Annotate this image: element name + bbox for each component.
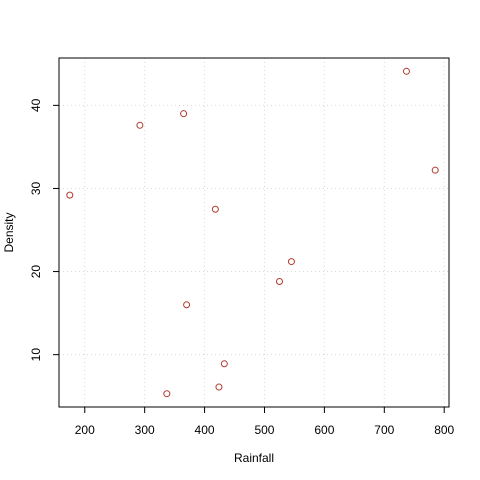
x-tick-label: 200 bbox=[75, 423, 95, 437]
y-tick-label: 30 bbox=[29, 181, 43, 195]
y-axis: 10 20 30 40 bbox=[29, 98, 60, 362]
x-tick-label: 300 bbox=[135, 423, 155, 437]
x-tick-label: 800 bbox=[434, 423, 454, 437]
y-tick-label: 20 bbox=[29, 265, 43, 279]
data-point bbox=[136, 121, 144, 129]
grid-lines bbox=[59, 58, 449, 407]
data-point bbox=[287, 258, 295, 266]
x-tick-label: 400 bbox=[195, 423, 215, 437]
data-point bbox=[431, 166, 439, 174]
data-point bbox=[180, 110, 188, 118]
x-axis: 200 300 400 500 600 700 800 bbox=[75, 406, 455, 437]
plot-area bbox=[58, 57, 450, 408]
data-point bbox=[402, 67, 410, 75]
data-point bbox=[215, 383, 223, 391]
x-axis-title: Rainfall bbox=[234, 451, 274, 465]
y-axis-title: Density bbox=[2, 212, 16, 252]
data-point bbox=[275, 278, 283, 286]
y-tick-label: 10 bbox=[29, 348, 43, 362]
x-tick-label: 600 bbox=[314, 423, 334, 437]
data-point bbox=[66, 191, 74, 199]
data-point bbox=[220, 360, 228, 368]
y-tick-label: 40 bbox=[29, 98, 43, 112]
x-tick-label: 500 bbox=[254, 423, 274, 437]
data-points bbox=[66, 67, 439, 398]
x-tick-label: 700 bbox=[374, 423, 394, 437]
data-point bbox=[211, 205, 219, 213]
data-point bbox=[163, 390, 171, 398]
data-point bbox=[183, 301, 191, 309]
